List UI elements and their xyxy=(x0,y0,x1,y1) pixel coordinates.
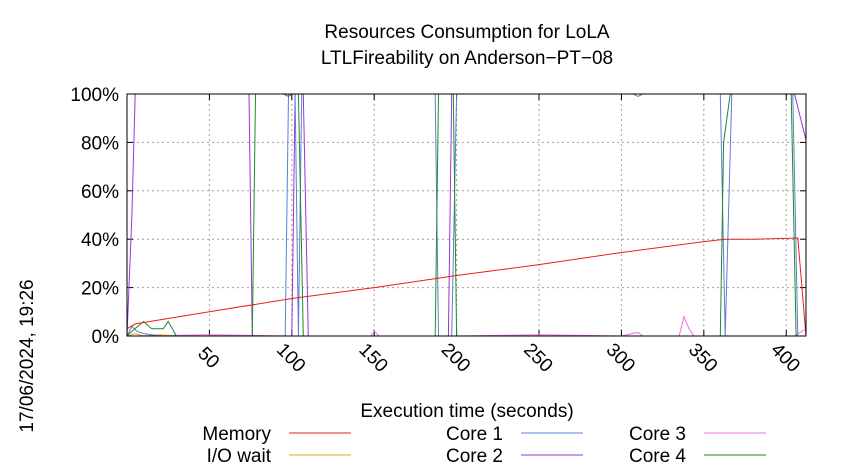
y-tick-label: 40% xyxy=(81,230,119,251)
grid-lines xyxy=(127,94,806,336)
legend-label-core-2: Core 2 xyxy=(446,446,503,467)
x-tick-label: 150 xyxy=(354,339,391,376)
series-line-memory xyxy=(126,237,807,337)
legend-label-core-3: Core 3 xyxy=(629,424,686,445)
chart-subtitle: LTLFireability on Anderson−PT−08 xyxy=(321,48,613,69)
x-tick-label: 350 xyxy=(684,339,721,376)
legend-label-core-4: Core 4 xyxy=(629,446,686,467)
y-tick-label: 100% xyxy=(70,85,119,106)
y-tick-label: 60% xyxy=(81,182,119,203)
y-axis-ticks: 0% 20% 40% 60% 80% 100% xyxy=(70,85,806,348)
timestamp-label: 17/06/2024, 19:26 xyxy=(17,279,38,432)
x-axis-label: Execution time (seconds) xyxy=(360,401,573,422)
plot-frame xyxy=(126,93,807,337)
y-tick-label: 80% xyxy=(81,133,119,154)
chart-title: Resources Consumption for LoLA xyxy=(324,22,609,43)
y-tick-label: 0% xyxy=(92,327,120,348)
x-tick-label: 100 xyxy=(272,339,309,376)
x-tick-label: 250 xyxy=(519,339,556,376)
y-tick-label: 20% xyxy=(81,279,119,300)
x-tick-label: 400 xyxy=(766,339,803,376)
x-tick-label: 50 xyxy=(193,343,223,373)
legend-label-core-1: Core 1 xyxy=(446,424,503,445)
legend-label-memory: Memory xyxy=(202,424,271,445)
legend-label-i-o-wait: I/O wait xyxy=(207,446,272,467)
x-tick-label: 300 xyxy=(602,339,639,376)
x-tick-label: 200 xyxy=(437,339,474,376)
